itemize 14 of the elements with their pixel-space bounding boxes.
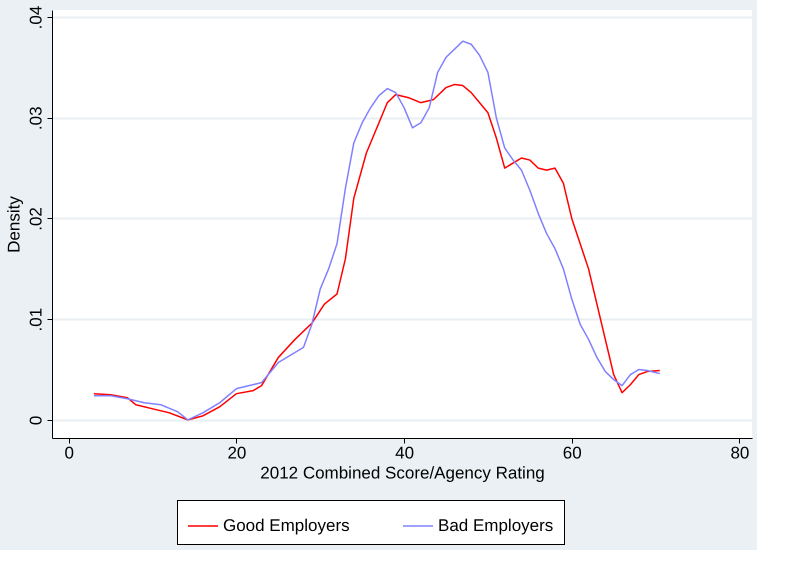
x-tick-label: 60 — [562, 444, 582, 462]
x-axis-title: 2012 Combined Score/Agency Rating — [260, 464, 545, 482]
x-tick-label: 40 — [395, 444, 414, 462]
x-tick-label: 20 — [227, 444, 246, 462]
legend-label: Good Employers — [223, 516, 350, 535]
y-tick-label: .01 — [26, 308, 46, 332]
y-axis-title: Density — [4, 196, 24, 253]
y-tick-label: .03 — [26, 106, 46, 130]
y-tick-label: .04 — [26, 6, 46, 30]
x-tick-label: 0 — [64, 444, 74, 462]
x-tick-label: 80 — [730, 444, 750, 462]
y-tick-label: 0 — [26, 416, 46, 426]
y-tick-label: .02 — [26, 207, 46, 231]
legend-label: Bad Employers — [438, 516, 554, 535]
